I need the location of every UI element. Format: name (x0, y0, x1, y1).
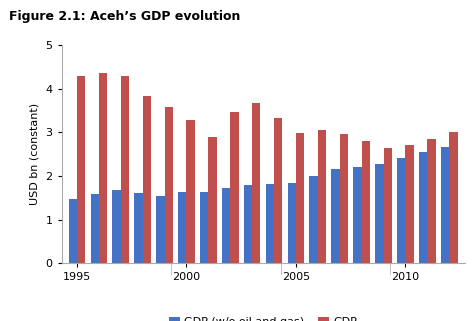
Bar (77, 76, 85, 263)
Bar (427, 139, 436, 263)
Bar (331, 169, 340, 263)
Bar (164, 107, 173, 263)
Bar (353, 167, 362, 263)
Bar (200, 193, 209, 263)
Bar (91, 194, 99, 263)
Bar (288, 183, 296, 263)
Bar (99, 73, 107, 263)
Bar (69, 199, 77, 263)
Bar (186, 120, 195, 263)
Bar (310, 176, 318, 263)
Bar (274, 118, 283, 263)
Bar (222, 188, 230, 263)
Bar (134, 193, 143, 263)
Bar (296, 133, 304, 263)
Bar (266, 184, 274, 263)
Legend: GDP (w/o oil and gas), GDP: GDP (w/o oil and gas), GDP (169, 317, 357, 321)
Y-axis label: USD bn (constant): USD bn (constant) (30, 103, 40, 205)
Bar (252, 103, 260, 263)
Bar (449, 132, 457, 263)
Bar (112, 190, 121, 263)
Bar (405, 145, 414, 263)
Bar (209, 137, 217, 263)
Bar (156, 196, 164, 263)
Bar (362, 141, 370, 263)
Bar (441, 147, 449, 263)
Bar (419, 152, 427, 263)
Bar (121, 76, 129, 263)
Bar (383, 148, 392, 263)
Bar (244, 185, 252, 263)
Bar (178, 193, 186, 263)
Bar (143, 96, 151, 263)
Bar (375, 164, 383, 263)
Text: Figure 2.1: Aceh’s GDP evolution: Figure 2.1: Aceh’s GDP evolution (9, 10, 241, 22)
Bar (318, 130, 326, 263)
Bar (397, 159, 405, 263)
Bar (230, 112, 238, 263)
Bar (340, 134, 348, 263)
